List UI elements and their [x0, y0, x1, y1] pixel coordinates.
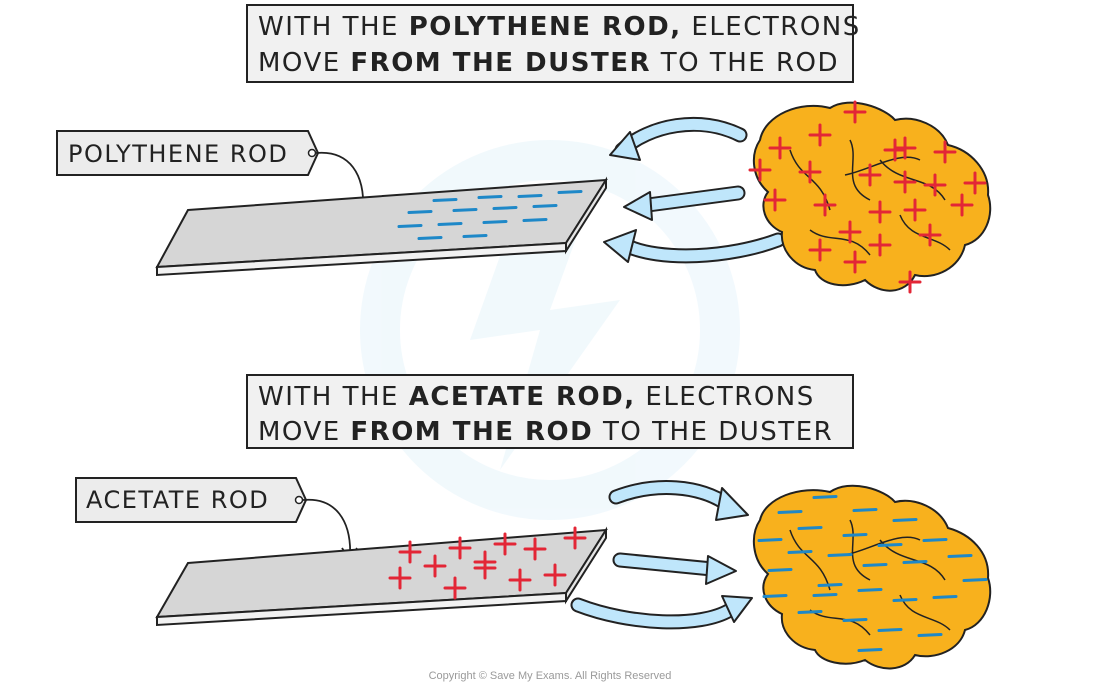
- positive-charge-icon: [423, 554, 447, 578]
- positive-charge-icon: [448, 536, 472, 560]
- polythene-rod: [155, 176, 608, 277]
- negative-charge-icon: [917, 633, 943, 637]
- top-caption-line2: MOVE FROM THE DUSTER TO THE ROD: [258, 48, 839, 78]
- negative-charge-icon: [437, 222, 463, 226]
- negative-charge-icon: [522, 218, 548, 222]
- positive-charge-icon: [923, 173, 947, 197]
- positive-charge-icon: [768, 136, 792, 160]
- positive-charge-icon: [883, 138, 907, 162]
- negative-charge-icon: [842, 533, 868, 537]
- positive-charge-icon: [563, 526, 587, 550]
- negative-charge-icon: [477, 195, 503, 199]
- positive-charge-icon: [843, 250, 867, 274]
- copyright-text: Copyright © Save My Exams. All Rights Re…: [429, 670, 672, 682]
- positive-charge-icon: [903, 198, 927, 222]
- negative-charge-icon: [922, 538, 948, 542]
- negative-charge-icon: [757, 538, 783, 542]
- acetate-rod-label: ACETATE ROD: [75, 477, 358, 562]
- bottom-electron-arrows: [570, 480, 753, 630]
- acetate-rod-positive-charges: [388, 526, 587, 600]
- negative-charge-icon: [432, 198, 458, 202]
- acetate-rod-label-text: ACETATE ROD: [86, 486, 269, 514]
- negative-charge-icon: [452, 208, 478, 212]
- positive-charge-icon: [893, 136, 917, 160]
- negative-charge-icon: [857, 588, 883, 592]
- negative-charge-icon: [862, 563, 888, 567]
- positive-charge-icon: [898, 270, 922, 294]
- negative-charge-icon: [877, 628, 903, 632]
- polythene-rod-label: POLYTHENE ROD: [56, 130, 371, 214]
- negative-charge-icon: [812, 593, 838, 597]
- negative-charge-icon: [947, 554, 973, 558]
- polythene-rod-negative-charges: [397, 190, 583, 240]
- negative-charge-icon: [857, 648, 883, 652]
- positive-charge-icon: [868, 200, 892, 224]
- top-duster-positive-charges: [748, 100, 987, 294]
- bottom-caption-box: WITH THE ACETATE ROD, ELECTRONS MOVE FRO…: [246, 374, 854, 449]
- acetate-rod: [155, 526, 608, 627]
- positive-charge-icon: [763, 188, 787, 212]
- top-caption-line1: WITH THE POLYTHENE ROD, ELECTRONS: [258, 12, 861, 42]
- positive-charge-icon: [523, 537, 547, 561]
- positive-charge-icon: [843, 100, 867, 124]
- positive-charge-icon: [443, 576, 467, 600]
- positive-charge-icon: [473, 550, 497, 574]
- negative-charge-icon: [902, 560, 928, 564]
- bottom-duster: [752, 484, 992, 670]
- bottom-duster-negative-charges: [757, 495, 988, 652]
- positive-charge-icon: [398, 540, 422, 564]
- positive-charge-icon: [868, 233, 892, 257]
- negative-charge-icon: [877, 543, 903, 547]
- negative-charge-icon: [532, 204, 558, 208]
- negative-charge-icon: [417, 236, 443, 240]
- negative-charge-icon: [892, 518, 918, 522]
- positive-charge-icon: [893, 170, 917, 194]
- negative-charge-icon: [812, 495, 838, 499]
- negative-charge-icon: [482, 220, 508, 224]
- negative-charge-icon: [817, 583, 843, 587]
- negative-charge-icon: [962, 578, 988, 582]
- positive-charge-icon: [858, 163, 882, 187]
- positive-charge-icon: [508, 568, 532, 592]
- negative-charge-icon: [517, 194, 543, 198]
- negative-charge-icon: [787, 550, 813, 554]
- negative-charge-icon: [397, 224, 423, 228]
- positive-charge-icon: [798, 160, 822, 184]
- negative-charge-icon: [462, 234, 488, 238]
- negative-charge-icon: [492, 206, 518, 210]
- negative-charge-icon: [777, 510, 803, 514]
- positive-charge-icon: [963, 171, 987, 195]
- negative-charge-icon: [827, 553, 853, 557]
- negative-charge-icon: [407, 210, 433, 214]
- positive-charge-icon: [808, 123, 832, 147]
- negative-charge-icon: [767, 568, 793, 572]
- watermark-logo: [360, 140, 740, 520]
- bottom-caption-line1: WITH THE ACETATE ROD, ELECTRONS: [258, 382, 815, 412]
- positive-charge-icon: [543, 563, 567, 587]
- positive-charge-icon: [933, 140, 957, 164]
- top-caption-box: WITH THE POLYTHENE ROD, ELECTRONS MOVE F…: [246, 4, 861, 83]
- positive-charge-icon: [808, 238, 832, 262]
- top-electron-arrows: [603, 116, 786, 264]
- negative-charge-icon: [797, 526, 823, 530]
- negative-charge-icon: [852, 508, 878, 512]
- negative-charge-icon: [892, 598, 918, 602]
- positive-charge-icon: [838, 220, 862, 244]
- negative-charge-icon: [762, 594, 788, 598]
- bottom-caption-line2: MOVE FROM THE ROD TO THE DUSTER: [258, 417, 833, 447]
- positive-charge-icon: [493, 532, 517, 556]
- negative-charge-icon: [797, 610, 823, 614]
- polythene-rod-label-text: POLYTHENE ROD: [68, 140, 288, 168]
- negative-charge-icon: [932, 595, 958, 599]
- positive-charge-icon: [813, 193, 837, 217]
- positive-charge-icon: [388, 566, 412, 590]
- negative-charge-icon: [557, 190, 583, 194]
- positive-charge-icon: [950, 193, 974, 217]
- top-duster: [752, 101, 992, 292]
- positive-charge-icon: [918, 223, 942, 247]
- positive-charge-icon: [748, 158, 772, 182]
- negative-charge-icon: [842, 618, 868, 622]
